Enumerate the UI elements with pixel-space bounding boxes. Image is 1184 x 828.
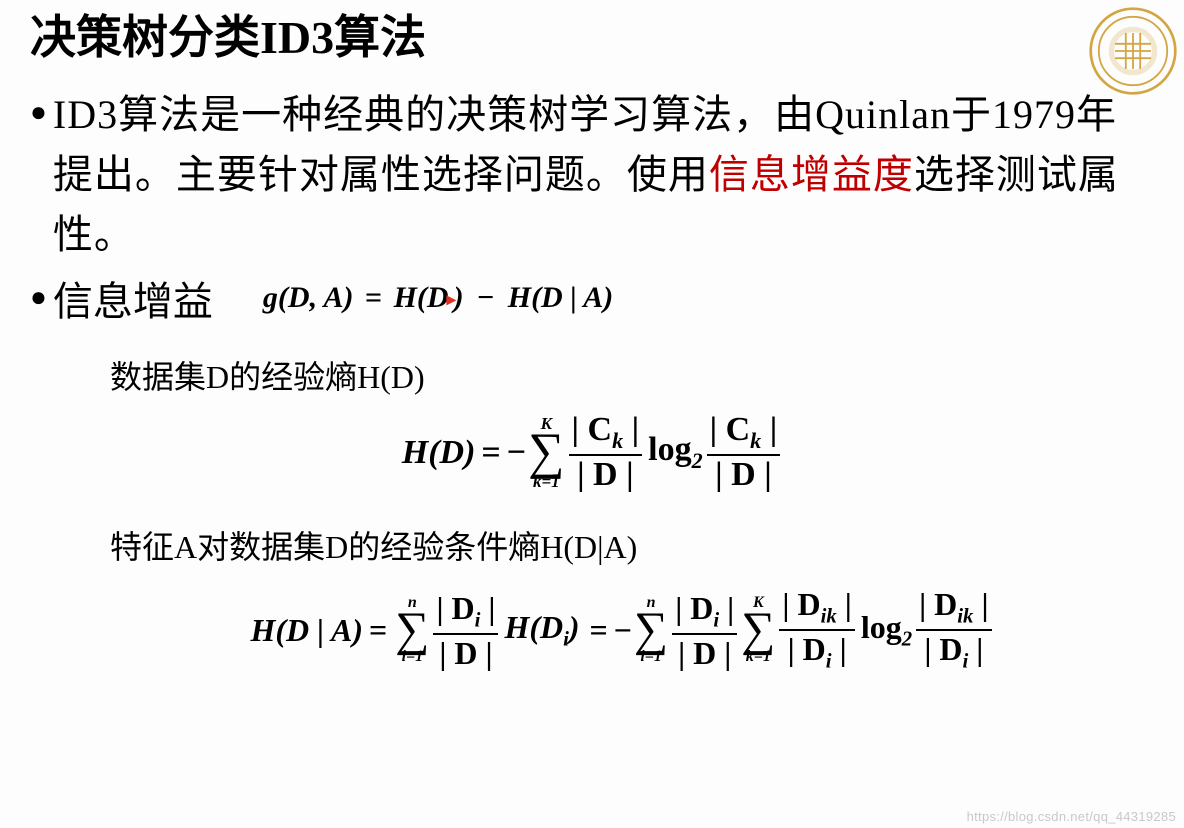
- formula-entropy-wrap: H(D) = − K ∑ k=1 | Ck | | D | log2 | Ck …: [30, 413, 1154, 492]
- t: | D: [924, 631, 962, 667]
- t: | D |: [436, 635, 495, 669]
- t: | D: [436, 590, 474, 626]
- eq1-lhs: g(D, A): [263, 281, 354, 314]
- t: k=1: [746, 649, 771, 665]
- t: | D |: [712, 456, 775, 492]
- conditional-entropy-description: 特征A对数据集D的经验条件熵H(D|A): [110, 522, 1154, 568]
- t: ik: [821, 604, 837, 627]
- t: |: [837, 586, 852, 622]
- t: |: [973, 586, 988, 622]
- eq2-frac2: | Ck | | D |: [707, 413, 781, 492]
- bullet-1-text: ID3算法是一种经典的决策树学习算法，由Quinlan于1979年提出。主要针对…: [53, 85, 1154, 265]
- eq3-fracC: | Dik | | Di |: [779, 588, 854, 672]
- eq3-lhs: H(D | A): [250, 612, 363, 649]
- t: |: [623, 411, 639, 448]
- eq3-eq: =: [369, 612, 387, 649]
- eq3-sumA: n ∑ i=1: [395, 595, 429, 665]
- t: |: [832, 631, 847, 667]
- eq1-minus: −: [477, 281, 494, 314]
- slide: 决策树分类ID3算法 ● ID3算法是一种经典的决策树学习算法，由Quinlan…: [0, 0, 1184, 828]
- eq3-eq2: =: [590, 612, 608, 649]
- eq3-fracA: | Di | | D |: [433, 592, 498, 669]
- eq2-eq: =: [481, 434, 500, 472]
- eq2-log: log2: [648, 431, 703, 474]
- t: i=1: [640, 649, 662, 665]
- t: k: [750, 428, 761, 453]
- t: |: [719, 590, 734, 626]
- eq2-sum: K ∑ k=1: [528, 415, 564, 490]
- slide-title: 决策树分类ID3算法: [30, 10, 1154, 65]
- university-logo-icon: [1088, 6, 1178, 96]
- eq2-lhs: H(D): [402, 434, 476, 472]
- t: 2: [692, 448, 703, 473]
- eq2-frac1: | Ck | | D |: [569, 413, 643, 492]
- eq1-eq: =: [365, 281, 382, 314]
- t: log: [861, 609, 902, 645]
- bullet-1-highlight: 信息增益度: [709, 152, 914, 197]
- formula-entropy: H(D) = − K ∑ k=1 | Ck | | D | log2 | Ck …: [402, 413, 782, 492]
- t: | D |: [574, 456, 637, 492]
- t: | D: [675, 590, 713, 626]
- t: |: [968, 631, 983, 667]
- t: ): [569, 609, 580, 645]
- eq2-neg: −: [507, 434, 526, 472]
- bullet-2: ● 信息增益 g(D, A) = H(D▸) − H(D | A): [30, 269, 1154, 327]
- bullet-1: ● ID3算法是一种经典的决策树学习算法，由Quinlan于1979年提出。主要…: [30, 85, 1154, 265]
- t: 2: [902, 627, 912, 650]
- t: | D: [919, 586, 957, 622]
- t: | D: [788, 631, 826, 667]
- t: H(D: [504, 609, 563, 645]
- t: | D: [782, 586, 820, 622]
- t: log: [648, 431, 691, 468]
- eq3-fracD: | Dik | | Di |: [916, 588, 991, 672]
- eq1-hd: H(D: [394, 281, 449, 314]
- eq2-sum-bot: k=1: [533, 473, 560, 490]
- bullet-2-label: 信息增益: [53, 269, 213, 327]
- t: | D |: [675, 635, 734, 669]
- eq3-fracB: | Di | | D |: [672, 592, 737, 669]
- t: ik: [957, 604, 973, 627]
- bullet-icon: ●: [30, 270, 47, 326]
- formula-conditional-entropy: H(D | A) = n ∑ i=1 | Di | | D | H(Di) = …: [250, 588, 993, 672]
- eq3-log: log2: [861, 609, 912, 651]
- t: | C: [572, 411, 613, 448]
- t: i=1: [402, 649, 424, 665]
- cursor-icon: ▸: [447, 289, 456, 310]
- t: |: [480, 590, 495, 626]
- t: |: [761, 411, 777, 448]
- eq1-hda: H(D | A): [508, 281, 613, 314]
- eq3-HDi: H(Di): [504, 609, 579, 651]
- t: | C: [710, 411, 751, 448]
- formula-information-gain: g(D, A) = H(D▸) − H(D | A): [263, 281, 613, 315]
- eq3-neg: −: [614, 612, 632, 649]
- t: k: [612, 428, 623, 453]
- watermark-text: https://blog.csdn.net/qq_44319285: [967, 809, 1176, 824]
- eq3-sumB: n ∑ i=1: [634, 595, 668, 665]
- entropy-description: 数据集D的经验熵H(D): [110, 352, 1154, 398]
- bullet-icon: ●: [30, 85, 47, 141]
- eq3-sumC: K ∑ k=1: [741, 595, 775, 665]
- formula-conditional-entropy-wrap: H(D | A) = n ∑ i=1 | Di | | D | H(Di) = …: [30, 588, 1154, 672]
